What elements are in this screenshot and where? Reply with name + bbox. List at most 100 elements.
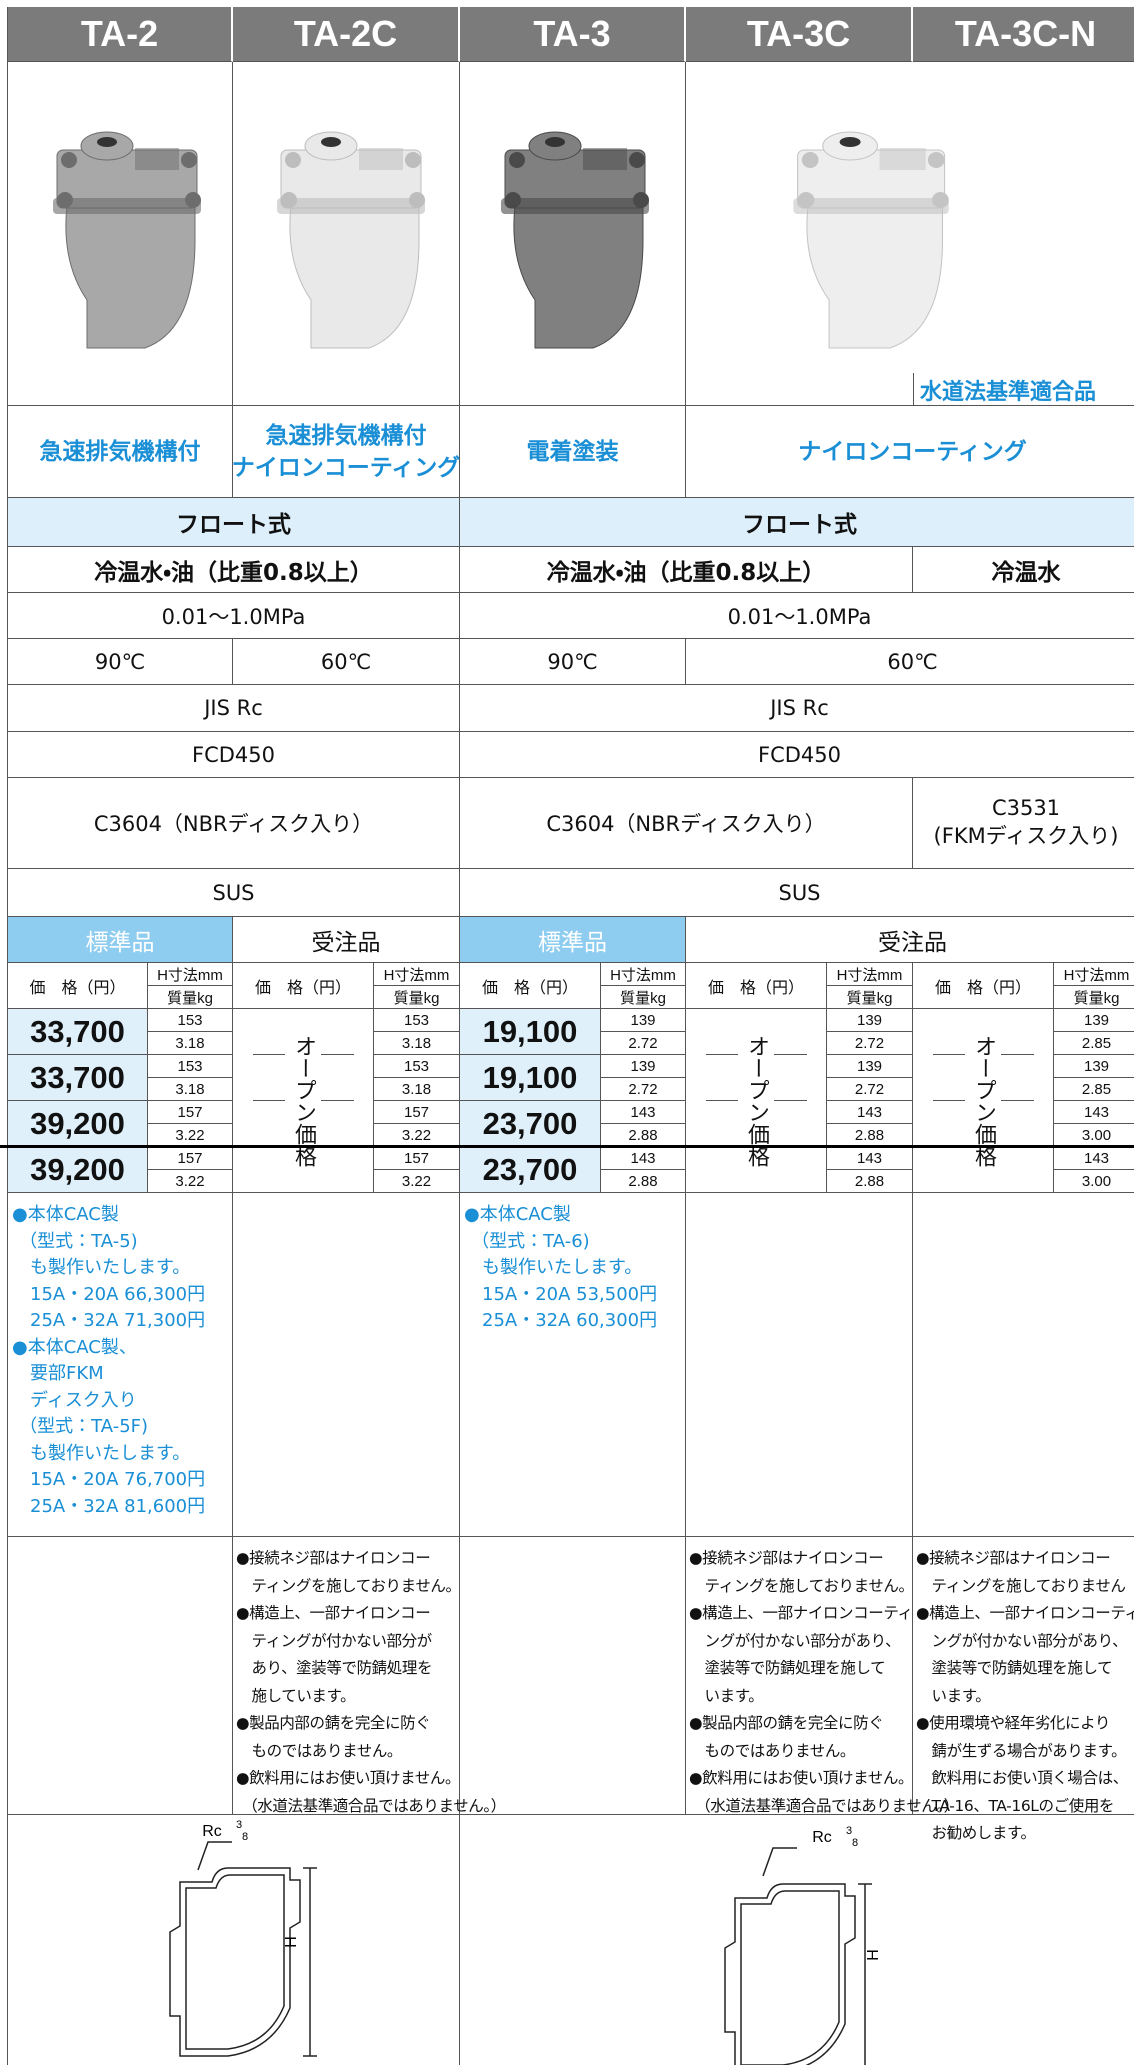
cell-text: 153 (177, 1057, 203, 1075)
model-header: TA-2C (233, 7, 460, 62)
spec-valve: C3604（NBRディスク入り） (460, 778, 913, 869)
cell-text: 33,700 (30, 1059, 125, 1095)
height-mm: 153 (148, 1009, 233, 1032)
notes (7, 1537, 233, 1815)
cell-text: 2.85 (1081, 1034, 1112, 1052)
height-heading: H寸法mm (148, 963, 233, 986)
drawing-cell (7, 1815, 460, 2065)
mass-kg: 3.18 (374, 1032, 460, 1055)
cell-text: 受注品 (878, 929, 947, 956)
notes: ●本体CAC製 （型式：TA-6) も製作いたします。 15A・20A 53,500円… (460, 1192, 686, 1537)
mass-heading: 質量kg (148, 986, 233, 1009)
height-mm: 157 (374, 1101, 460, 1124)
open-price: オープン価格 (233, 1009, 374, 1193)
spec-body: FCD450 (7, 732, 460, 778)
height-heading: H寸法mm (827, 963, 913, 986)
note-line: 15A・20A 76,700円 (30, 1469, 206, 1490)
note-line: 塗装等で防錆処理を施して (931, 1659, 1113, 1677)
cell-text: FCD450 (192, 742, 275, 767)
mass-kg: 2.72 (601, 1078, 686, 1101)
fraction-den: 8 (852, 1837, 858, 1849)
height-mm: 139 (1054, 1055, 1134, 1078)
spec-valve: C3531 (FKMディスク入り) (913, 778, 1134, 869)
spec-body: FCD450 (460, 732, 1134, 778)
spec-connection: JIS Rc (460, 685, 1134, 732)
note-line: も製作いたします。 (30, 1257, 191, 1278)
mass-kg: 3.22 (374, 1170, 460, 1193)
cell-text: 139 (1083, 1057, 1110, 1075)
cell-text: 153 (403, 1011, 430, 1029)
cell-text: 急速排気機構付 (39, 438, 201, 465)
mass-kg: 3.00 (1054, 1170, 1134, 1193)
feature: 急速排気機構付 (7, 406, 233, 498)
note-line: ティングを施しておりません。 (704, 1576, 914, 1595)
cell-text: TA-2C (293, 13, 398, 54)
mass-kg: 2.85 (1054, 1078, 1134, 1101)
cell-text: SUS (212, 880, 255, 905)
cell-text: H寸法mm (383, 966, 450, 984)
note-line: 15A・20A 53,500円 (482, 1283, 658, 1305)
cell-text: H寸法mm (1063, 966, 1130, 984)
mass-kg: 2.88 (827, 1124, 913, 1147)
mass-kg: 3.18 (374, 1078, 460, 1101)
cell-text: 157 (177, 1103, 203, 1121)
notes (233, 1192, 460, 1537)
note-line: ●使用環境や経年劣化により (916, 1714, 1111, 1732)
mass-kg: 2.88 (601, 1124, 686, 1147)
cell-text: 質量kg (1073, 989, 1120, 1007)
cell-text: H寸法mm (157, 966, 223, 984)
status-standard: 標準品 (460, 917, 686, 963)
fraction-den: 8 (242, 1831, 248, 1843)
notes: ●接続ネジ部はナイロンコー ティングを施しておりません ●構造上、一部ナイロンコーテ… (913, 1537, 1134, 1842)
spec-temperature: 60℃ (686, 639, 1134, 685)
cell-text: 2.72 (628, 1034, 658, 1052)
cell-text: 3.22 (175, 1172, 205, 1190)
note-line: ●本体CAC製、 (12, 1336, 137, 1358)
cell-text: 質量kg (846, 989, 893, 1007)
mass-kg: 2.85 (1054, 1032, 1134, 1055)
spec-float: SUS (7, 869, 460, 917)
image-cell (460, 62, 686, 406)
note-line: 施しています。 (251, 1686, 356, 1705)
cell-text: 157 (177, 1149, 203, 1167)
open-price-text: オープン価格 (285, 1034, 321, 1167)
cell-text: TA-3 (533, 13, 611, 54)
cell-text: 3.18 (175, 1080, 205, 1098)
feature: 電着塗装 (460, 406, 686, 498)
status-standard: 標準品 (7, 917, 233, 963)
note-line: ングが付かない部分があり、 (931, 1631, 1128, 1650)
note-line: 塗装等で防錆処理を施して (704, 1659, 886, 1677)
drawing-cell (460, 1815, 1134, 2065)
spec-type: フロート式 (460, 498, 1134, 547)
mass-kg: 3.22 (374, 1124, 460, 1147)
cell-text: 143 (630, 1103, 656, 1121)
note-line: （型式：TA-6) (471, 1230, 590, 1252)
cell-text: 157 (403, 1103, 430, 1121)
height-mm: 157 (148, 1101, 233, 1124)
note-line: も製作いたします。 (482, 1257, 643, 1278)
open-price-text: オープン価格 (965, 1034, 1001, 1167)
height-mm: 153 (374, 1055, 460, 1078)
status-order: 受注品 (233, 917, 460, 963)
fraction-num: 3 (846, 1825, 852, 1837)
note-line: 25A・32A 71,300円 (30, 1310, 206, 1331)
notes (913, 1192, 1134, 1537)
mass-heading: 質量kg (827, 986, 913, 1009)
cell-text: 2.88 (628, 1126, 658, 1144)
note-line: （水道法基準適合品ではありません。） (242, 1796, 506, 1815)
spec-float: SUS (460, 869, 1134, 917)
cell-text: 3.22 (401, 1126, 432, 1144)
cell-text: 価 格（円） (254, 977, 351, 997)
cell-text: 19,100 (482, 1013, 578, 1049)
height-mm: 153 (374, 1009, 460, 1032)
spec-pressure: 0.01〜1.0MPa (7, 593, 460, 639)
price: 23,700 (460, 1147, 601, 1193)
cell-text: 冷温水・油（比重0.8以上） (546, 559, 826, 586)
cell-text: TA-2 (80, 13, 159, 54)
cell-text: 標準品 (538, 929, 607, 956)
cell-text: 139 (1083, 1011, 1110, 1029)
height-mm: 143 (601, 1147, 686, 1170)
outline (169, 1867, 301, 2057)
spec-type: フロート式 (7, 498, 460, 547)
